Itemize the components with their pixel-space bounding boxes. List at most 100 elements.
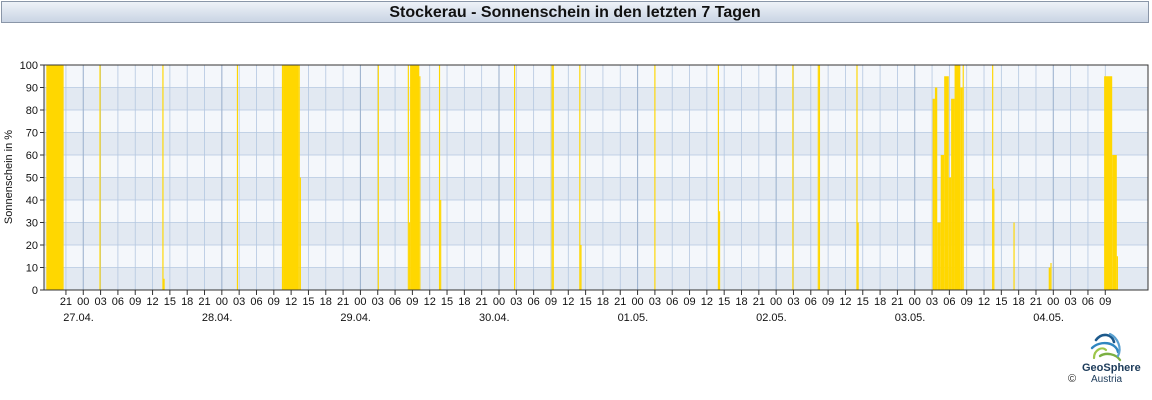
x-tick-label: 15 xyxy=(579,296,591,308)
x-tick-label: 09 xyxy=(545,296,557,308)
x-tick-label: 03 xyxy=(233,296,245,308)
y-tick-label: 0 xyxy=(32,285,38,297)
x-tick-label: 21 xyxy=(337,296,349,308)
date-label: 29.04. xyxy=(340,312,371,324)
sunshine-bar xyxy=(417,65,420,290)
x-tick-label: 15 xyxy=(718,296,730,308)
x-tick-label: 18 xyxy=(320,296,332,308)
sunshine-bar xyxy=(299,177,301,290)
y-band xyxy=(44,177,1148,200)
sunshine-bar xyxy=(407,65,409,290)
chart-title: Stockerau - Sonnenschein in den letzten … xyxy=(389,4,761,21)
x-tick-label: 18 xyxy=(181,296,193,308)
sunshine-bar xyxy=(718,211,721,290)
x-tick-label: 09 xyxy=(822,296,834,308)
x-tick-label: 21 xyxy=(476,296,488,308)
title-bar: Stockerau - Sonnenschein in den letzten … xyxy=(1,1,1149,23)
x-tick-label: 00 xyxy=(493,296,505,308)
x-tick-label: 06 xyxy=(528,296,540,308)
sunshine-bar xyxy=(46,65,63,290)
x-tick-label: 09 xyxy=(683,296,695,308)
sunshine-bar xyxy=(792,65,794,290)
x-tick-label: 18 xyxy=(735,296,747,308)
x-tick-label: 06 xyxy=(805,296,817,308)
x-tick-label: 12 xyxy=(146,296,158,308)
sunshine-bar xyxy=(281,65,284,290)
sunshine-bar xyxy=(99,65,101,290)
y-band xyxy=(44,267,1148,290)
x-tick-label: 00 xyxy=(216,296,228,308)
sunshine-bar xyxy=(948,177,952,290)
sunshine-bar xyxy=(951,98,955,290)
x-tick-label: 21 xyxy=(753,296,765,308)
y-band xyxy=(44,110,1148,133)
sunshine-bar xyxy=(236,65,239,290)
x-tick-label: 06 xyxy=(666,296,678,308)
x-tick-label: 06 xyxy=(389,296,401,308)
x-tick-label: 21 xyxy=(198,296,210,308)
x-tick-label: 06 xyxy=(943,296,955,308)
x-tick-label: 18 xyxy=(458,296,470,308)
sunshine-bar xyxy=(1116,256,1118,290)
sunshine-bar xyxy=(419,76,421,290)
x-axis: 21 00 03 06 09 12 15 18 21 00 03 06 09 12 15 18 21 00 03 06… xyxy=(60,290,1111,324)
x-tick-label: 09 xyxy=(1099,296,1111,308)
sunshine-bar xyxy=(514,65,516,290)
y-tick-label: 50 xyxy=(26,173,38,185)
sunshine-bar xyxy=(960,87,963,290)
sunshine-bar xyxy=(992,65,994,290)
copyright-symbol: © xyxy=(1068,373,1077,385)
x-tick-label: 15 xyxy=(995,296,1007,308)
sunshine-bar xyxy=(940,155,945,290)
x-tick-label: 21 xyxy=(891,296,903,308)
date-label: 03.05. xyxy=(895,312,926,324)
sunshine-area-series xyxy=(46,65,1118,290)
x-tick-label: 12 xyxy=(424,296,436,308)
x-tick-label: 03 xyxy=(94,296,106,308)
y-band xyxy=(44,87,1148,110)
x-tick-label: 03 xyxy=(787,296,799,308)
sunshine-bar xyxy=(962,65,964,290)
x-tick-label: 00 xyxy=(631,296,643,308)
x-tick-label: 03 xyxy=(510,296,522,308)
x-tick-label: 12 xyxy=(978,296,990,308)
sunshine-bar xyxy=(817,65,819,290)
x-tick-label: 00 xyxy=(770,296,782,308)
x-tick-label: 21 xyxy=(1030,296,1042,308)
logo-name: GeoSphere xyxy=(1082,362,1141,374)
x-tick-label: 00 xyxy=(909,296,921,308)
x-tick-label: 03 xyxy=(649,296,661,308)
sunshine-bar xyxy=(62,65,64,290)
sunshine-bar xyxy=(1104,76,1113,290)
x-tick-label: 06 xyxy=(112,296,124,308)
y-band xyxy=(44,65,1148,88)
sunshine-bar xyxy=(818,65,821,290)
x-tick-label: 21 xyxy=(60,296,72,308)
sunshine-bar xyxy=(298,65,300,290)
x-tick-label: 06 xyxy=(250,296,262,308)
x-tick-label: 15 xyxy=(441,296,453,308)
x-tick-label: 21 xyxy=(614,296,626,308)
sunshine-bar xyxy=(551,65,553,290)
x-tick-label: 18 xyxy=(874,296,886,308)
y-band xyxy=(44,200,1148,223)
sunshine-bar xyxy=(937,222,941,290)
sunshine-bar xyxy=(857,222,859,290)
date-label: 04.05. xyxy=(1033,312,1064,324)
y-tick-label: 10 xyxy=(26,263,38,275)
sunshine-bar xyxy=(1013,222,1015,290)
sunshine-bar xyxy=(410,65,418,290)
x-tick-label: 09 xyxy=(129,296,141,308)
sunshine-bar xyxy=(934,87,938,290)
x-tick-label: 15 xyxy=(857,296,869,308)
x-tick-label: 12 xyxy=(562,296,574,308)
x-tick-label: 15 xyxy=(164,296,176,308)
sunshine-bar xyxy=(408,222,411,290)
sunshine-bar xyxy=(654,65,656,290)
sunshine-bar xyxy=(580,245,582,290)
y-band xyxy=(44,222,1148,245)
x-tick-label: 12 xyxy=(839,296,851,308)
x-tick-label: 00 xyxy=(1047,296,1059,308)
sunshine-bar xyxy=(283,65,299,290)
